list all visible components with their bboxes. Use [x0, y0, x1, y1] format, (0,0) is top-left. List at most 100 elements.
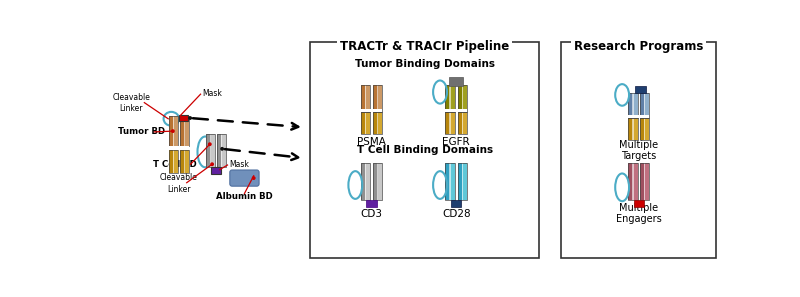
Bar	[628, 93, 633, 118]
Bar	[633, 93, 638, 118]
Bar	[373, 112, 378, 134]
Bar	[645, 93, 649, 118]
Bar	[365, 163, 366, 200]
Circle shape	[210, 162, 214, 166]
Bar	[365, 85, 366, 112]
Text: T Cell Binding Domains: T Cell Binding Domains	[357, 145, 493, 155]
Bar	[185, 150, 190, 173]
Bar	[462, 85, 463, 112]
Bar	[633, 118, 638, 140]
Bar	[644, 93, 645, 118]
Text: Multiple
Engagers: Multiple Engagers	[616, 203, 662, 224]
Bar	[634, 200, 644, 207]
Bar	[366, 85, 370, 112]
Text: PSMA: PSMA	[357, 137, 386, 146]
Bar	[632, 93, 634, 118]
Text: TRACTr & TRACIr Pipeline: TRACTr & TRACIr Pipeline	[340, 40, 510, 53]
Bar	[174, 116, 178, 146]
Bar	[169, 116, 178, 146]
Bar	[462, 163, 463, 200]
Bar	[450, 163, 454, 200]
Bar	[446, 163, 450, 200]
Bar	[378, 163, 382, 200]
Bar	[366, 200, 377, 207]
Bar	[640, 163, 649, 200]
Bar	[373, 163, 382, 200]
Bar	[184, 116, 186, 146]
Bar	[462, 163, 467, 200]
Bar	[210, 134, 215, 167]
Bar	[169, 116, 174, 146]
Bar	[217, 134, 222, 167]
Bar	[462, 112, 463, 134]
Bar	[561, 42, 717, 258]
Bar	[458, 85, 462, 112]
Text: Mask: Mask	[229, 160, 249, 169]
Bar	[210, 134, 211, 167]
Bar	[180, 150, 185, 173]
Bar	[462, 112, 467, 134]
Bar	[361, 112, 366, 134]
Bar	[458, 112, 462, 134]
Bar	[361, 85, 370, 112]
Bar	[217, 134, 226, 167]
Text: Cleavable
Linker: Cleavable Linker	[160, 173, 198, 194]
Bar	[174, 150, 178, 173]
Bar	[361, 112, 370, 134]
Bar	[361, 163, 370, 200]
Text: Research Programs: Research Programs	[574, 40, 703, 53]
Bar	[184, 150, 186, 173]
Bar	[640, 93, 645, 118]
Bar	[310, 42, 539, 258]
Bar	[628, 163, 638, 200]
Bar	[180, 116, 190, 146]
Bar	[644, 118, 645, 140]
Bar	[173, 116, 174, 146]
Bar	[640, 118, 645, 140]
Bar	[458, 112, 467, 134]
Bar	[458, 163, 467, 200]
Bar	[366, 112, 370, 134]
Bar	[628, 118, 638, 140]
Text: CD28: CD28	[442, 208, 470, 219]
Bar	[450, 112, 454, 134]
Bar	[180, 150, 190, 173]
Text: Albumin BD: Albumin BD	[216, 192, 273, 201]
Bar	[450, 77, 463, 86]
Bar	[446, 85, 454, 112]
Bar	[377, 112, 378, 134]
Text: Tumor Binding Domains: Tumor Binding Domains	[354, 59, 494, 69]
Text: Tumor BD: Tumor BD	[118, 127, 166, 136]
Bar	[628, 115, 649, 118]
Bar	[632, 118, 634, 140]
Bar	[446, 112, 450, 134]
Bar	[222, 134, 226, 167]
Bar	[206, 134, 210, 167]
Bar	[446, 163, 454, 200]
Circle shape	[171, 129, 174, 133]
Bar	[373, 112, 382, 134]
Bar	[628, 93, 638, 118]
Bar	[185, 116, 190, 146]
Bar	[451, 200, 462, 207]
Text: T Cell BD: T Cell BD	[154, 160, 197, 169]
Text: EGFR: EGFR	[442, 137, 470, 146]
Text: Mask: Mask	[202, 89, 222, 98]
Bar	[366, 163, 370, 200]
Bar	[377, 163, 378, 200]
Text: CD3: CD3	[361, 208, 382, 219]
Bar	[446, 85, 450, 112]
Bar	[221, 134, 222, 167]
Circle shape	[252, 176, 256, 180]
Bar	[378, 112, 382, 134]
Bar	[180, 116, 185, 146]
Bar	[169, 150, 174, 173]
Bar	[645, 163, 649, 200]
Bar	[373, 85, 378, 112]
Bar	[450, 85, 454, 112]
Bar	[211, 167, 221, 174]
Circle shape	[220, 147, 224, 151]
Bar	[377, 85, 378, 112]
Bar	[446, 112, 454, 134]
Bar	[178, 115, 188, 121]
